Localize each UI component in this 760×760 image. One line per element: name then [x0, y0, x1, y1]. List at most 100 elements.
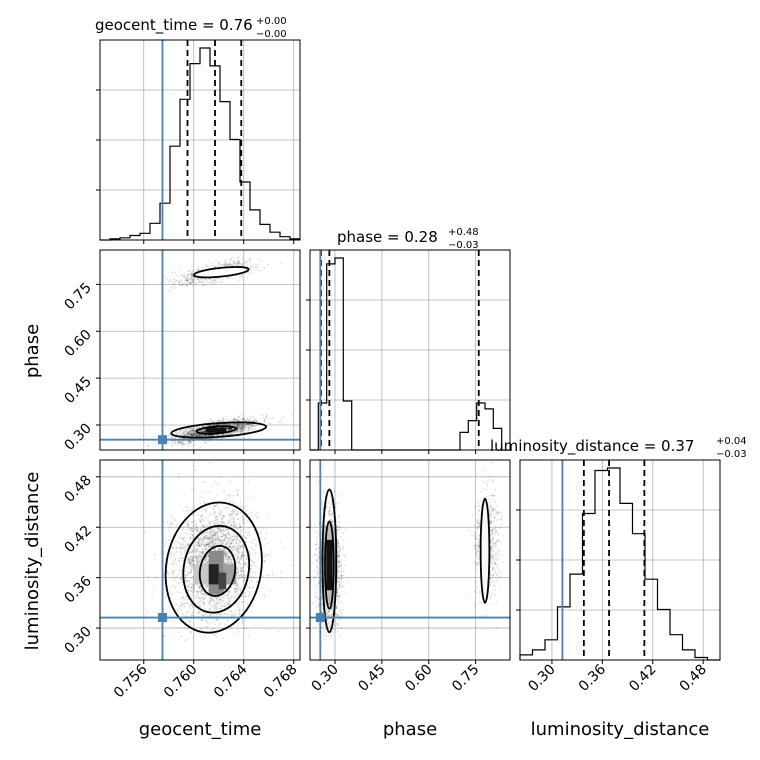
sample-point [247, 423, 250, 426]
sample-point [186, 274, 189, 277]
sample-point [226, 433, 229, 435]
sample-point [188, 270, 190, 272]
sample-point [252, 571, 255, 574]
sample-point [211, 604, 214, 606]
sample-point [260, 259, 263, 262]
sample-point [227, 277, 229, 280]
sample-point [178, 607, 181, 610]
sample-point [246, 429, 249, 432]
sample-point [168, 433, 171, 435]
sample-point [246, 603, 249, 605]
sample-point [179, 444, 182, 446]
sample-point [190, 432, 193, 435]
sample-point [245, 537, 248, 540]
sample-point [262, 413, 265, 416]
sample-point [184, 284, 187, 286]
sample-point [213, 421, 215, 423]
sample-point [163, 635, 166, 637]
sample-point [244, 561, 247, 563]
sample-point [202, 539, 205, 542]
sample-point [191, 434, 194, 437]
sample-point [228, 258, 231, 261]
sample-point [204, 625, 207, 628]
sample-point [213, 534, 216, 536]
sample-point [242, 508, 245, 510]
sample-point [196, 561, 199, 564]
sample-point [191, 284, 194, 287]
sample-point [199, 434, 202, 437]
sample-point [219, 537, 222, 540]
sample-point [144, 531, 147, 534]
sample-point [237, 424, 240, 427]
sample-point [220, 532, 223, 535]
sample-point [230, 424, 233, 426]
sample-point [241, 506, 244, 509]
sample-point [253, 548, 256, 551]
sample-point [155, 576, 158, 579]
sample-point [203, 434, 206, 437]
sample-point [249, 262, 252, 264]
sample-point [172, 584, 174, 587]
sample-point [226, 539, 229, 542]
sample-point [178, 433, 181, 436]
sample-point [254, 420, 257, 423]
sample-point [195, 278, 197, 281]
sample-point [239, 541, 241, 544]
sample-point [192, 279, 195, 281]
sample-point [193, 507, 196, 510]
sample-point [193, 426, 196, 429]
sample-point [199, 435, 202, 437]
sample-point [238, 606, 240, 608]
sample-point [193, 432, 196, 435]
sample-point [232, 532, 235, 535]
sample-point [271, 570, 274, 573]
sample-point [181, 446, 184, 449]
sample-point [233, 535, 236, 537]
sample-point [247, 430, 250, 432]
sample-point [168, 289, 171, 292]
sample-point [232, 521, 235, 524]
sample-point [217, 482, 219, 485]
sample-point [205, 524, 208, 526]
sample-point [227, 428, 230, 431]
sample-point [192, 530, 194, 533]
sample-point [186, 280, 189, 282]
sample-point [233, 513, 236, 516]
sample-point [246, 424, 249, 426]
sample-point [237, 555, 240, 558]
sample-point [255, 424, 257, 427]
sample-point [247, 427, 250, 429]
sample-point [237, 571, 240, 574]
sample-point [174, 442, 177, 444]
sample-point [241, 426, 244, 429]
sample-point [209, 531, 212, 533]
sample-point [237, 431, 240, 434]
sample-point [216, 494, 218, 497]
sample-point [230, 433, 233, 436]
sample-point [196, 529, 198, 532]
sample-point [236, 426, 239, 429]
sample-point [201, 550, 204, 553]
sample-point [191, 432, 194, 435]
sample-point [199, 556, 202, 558]
sample-point [188, 433, 191, 435]
sample-point [202, 605, 205, 607]
sample-point [241, 263, 244, 265]
sample-point [227, 531, 230, 534]
sample-point [219, 419, 221, 422]
sample-point [241, 264, 244, 266]
sample-point [255, 419, 258, 422]
sample-point [188, 623, 191, 626]
sample-point [208, 281, 211, 284]
sample-point [182, 613, 185, 616]
sample-point [191, 274, 194, 277]
sample-point [191, 614, 194, 617]
sample-point [184, 434, 187, 437]
sample-point [194, 543, 197, 546]
sample-point [184, 639, 186, 642]
sample-point [224, 262, 227, 265]
sample-point [192, 429, 195, 432]
sample-point [168, 529, 171, 532]
sample-point [249, 415, 252, 417]
sample-point [228, 552, 231, 554]
